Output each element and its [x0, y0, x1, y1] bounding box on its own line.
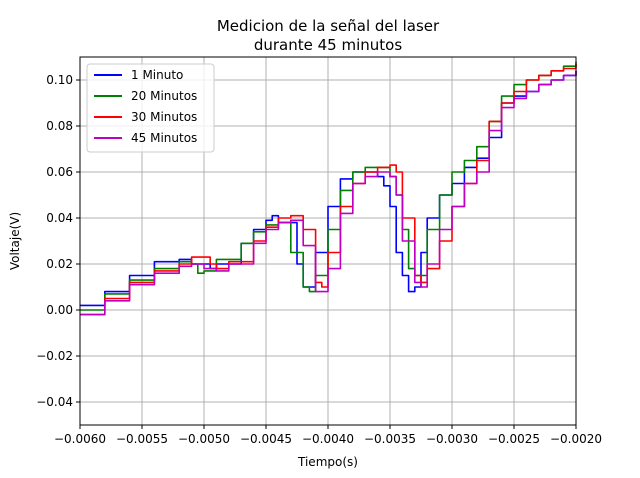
y-tick-label: 0.04 — [46, 211, 73, 225]
y-tick-label: 0.02 — [46, 257, 73, 271]
x-tick-label: −0.0060 — [54, 432, 106, 446]
legend-label-45-minutos: 45 Minutos — [131, 131, 197, 145]
x-tick-label: −0.0050 — [178, 432, 230, 446]
x-tick-label: −0.0045 — [240, 432, 292, 446]
x-tick-label: −0.0030 — [426, 432, 478, 446]
y-tick-label: −0.02 — [36, 349, 73, 363]
chart-title-line-1: Medicion de la señal del laser — [217, 17, 440, 35]
x-tick-label: −0.0055 — [116, 432, 168, 446]
series-line-45-minutos — [80, 70, 577, 316]
y-tick-label: 0.10 — [46, 73, 73, 87]
y-tick-label: −0.04 — [36, 395, 73, 409]
x-tick-label: −0.0040 — [302, 432, 354, 446]
ticks: −0.0060 −0.0055 −0.0050 −0.0045 −0.0040 −0.00… — [36, 73, 602, 446]
legend-label-1-minuto: 1 Minuto — [131, 68, 183, 82]
x-tick-label: −0.0035 — [364, 432, 416, 446]
x-tick-label: −0.0020 — [550, 432, 602, 446]
chart-title-line-2: durante 45 minutos — [254, 36, 402, 54]
x-axis-label: Tiempo(s) — [297, 455, 358, 469]
legend-box — [86, 63, 215, 153]
y-tick-label: 0.00 — [46, 303, 73, 317]
legend-label-30-minutos: 30 Minutos — [131, 110, 197, 124]
legend: 1 Minuto 20 Minutos 30 Minutos 45 Minutos — [86, 63, 215, 153]
legend-label-20-minutos: 20 Minutos — [131, 89, 197, 103]
x-tick-label: −0.0025 — [488, 432, 540, 446]
y-tick-label: 0.08 — [46, 119, 73, 133]
y-tick-label: 0.06 — [46, 165, 73, 179]
series-group — [80, 61, 577, 316]
y-axis-label: Voltaje(V) — [8, 212, 22, 270]
